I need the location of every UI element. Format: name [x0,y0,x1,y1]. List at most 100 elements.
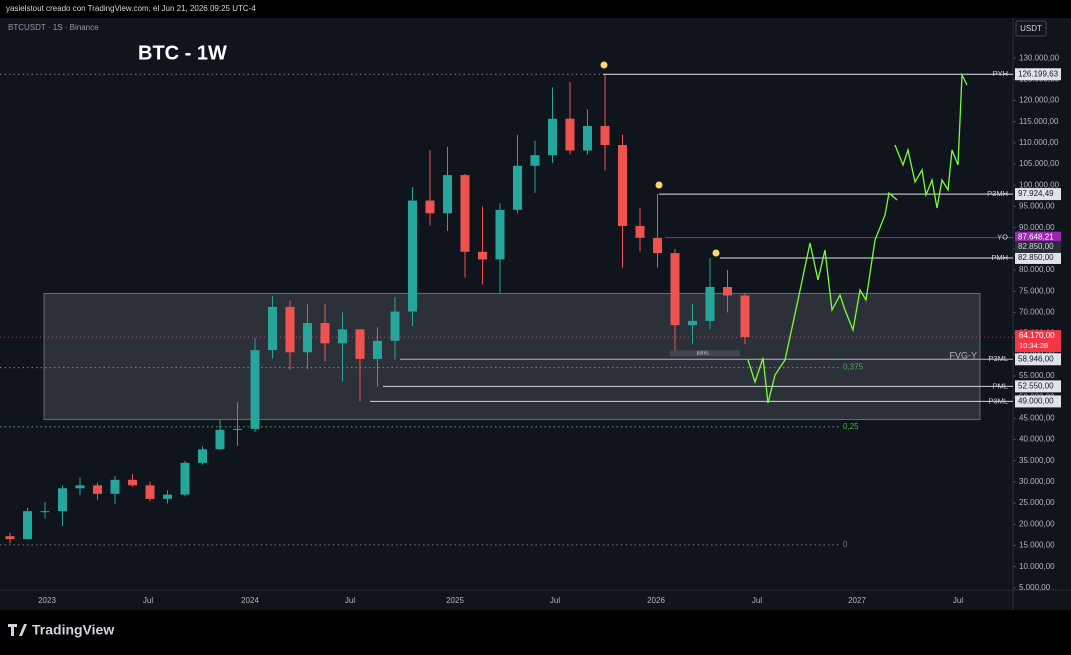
y-tick-label: 95.000,00 [1019,202,1055,211]
x-tick-label: Jul [953,596,963,605]
level-price: 97.924,49 [1018,189,1054,198]
y-tick-label: 30.000,00 [1019,477,1055,486]
candle-body [250,350,260,429]
candle-body [460,175,470,252]
fib-label: 0 [843,540,848,549]
credit: yasielstout creado con TradingView.com, … [6,4,256,13]
level-name: PYH [993,69,1008,78]
candle-body [58,488,67,512]
candle-body [285,306,295,353]
candle-body [215,429,225,450]
level-price-box [1015,231,1061,244]
y-tick-label: 100.000,00 [1019,180,1060,189]
level-price-box [1015,251,1061,264]
x-tick-label: 2023 [38,596,56,605]
x-tick-label: Jul [143,596,153,605]
zone-label: FVG-Y [949,351,977,361]
y-tick-label: 110.000,00 [1019,138,1059,147]
bulb-icons [600,61,720,257]
candle-body [583,125,592,151]
fvg-zone [43,292,981,421]
candle-body [5,536,15,540]
minor-label-box [670,350,740,357]
candle-body [373,340,382,360]
candle-body [495,209,505,260]
candle-body [688,320,697,326]
chart-title: BTC - 1W [138,42,227,64]
level-price-box [1015,380,1061,393]
candle-body [75,485,85,489]
level-price: 126.199,63 [1018,69,1059,78]
x-tick-label: Jul [345,596,355,605]
y-tick-label: 130.000,00 [1019,53,1060,62]
projection-path [747,72,968,404]
candle-body [23,511,32,540]
x-tick-label: Jul [550,596,560,605]
level-price-box [1015,68,1061,81]
y-tick-label: 20.000,00 [1019,519,1055,528]
x-tick-label: 2026 [647,596,665,605]
level-name: P3ML [988,354,1008,363]
level-price-box [1015,353,1061,366]
currency-box[interactable] [1015,20,1047,37]
currency[interactable]: USDT [1020,24,1042,33]
candle-body [93,485,102,494]
level-price-box [1015,188,1061,201]
fib-label: 0,375 [843,363,864,372]
level-name: PMH [991,253,1008,262]
level-price: 58.946,00 [1018,354,1054,363]
y-tick-label: 75.000,00 [1019,286,1055,295]
candle-body [408,200,417,312]
level-name: P3MH [987,189,1008,198]
candle-body [565,118,575,151]
x-tick-label: Jul [752,596,762,605]
x-tick-label: 2025 [446,596,464,605]
extra-price-box [1015,240,1061,253]
level-name: P3ML [988,396,1008,405]
brand: TradingView [32,622,114,638]
candle-body [163,494,172,499]
candle-body [268,306,277,351]
level-price: 82.850,00 [1018,253,1054,262]
y-tick-label: 10.000,00 [1019,562,1055,571]
candle-body [145,485,155,499]
y-tick-label: 70.000,00 [1019,308,1055,317]
candle-body [303,323,312,353]
extra-price: 82.850,00 [1018,242,1054,251]
y-tick-label: 90.000,00 [1019,223,1055,232]
symbol: BTCUSDT · 1S · Binance [8,23,99,32]
level-name: YO [997,233,1008,242]
y-tick-label: 5.000,00 [1019,583,1051,592]
candle-body [670,253,680,326]
candle-body [233,428,242,430]
x-tick-label: 2024 [241,596,259,605]
y-tick-label: 35.000,00 [1019,456,1055,465]
candle-body [478,251,487,260]
candle-body [723,286,732,296]
candle-body [425,200,435,214]
level-price: 52.550,00 [1018,381,1054,390]
last-price-box [1015,330,1061,353]
candle-body [548,118,557,156]
candle-body [513,165,522,210]
candle-body [705,286,715,321]
candle-body [390,311,400,341]
y-tick-label: 80.000,00 [1019,265,1055,274]
candle-body [338,329,347,344]
candle-body [320,323,330,344]
y-tick-label: 45.000,00 [1019,413,1055,422]
y-tick-label: 120.000,00 [1019,96,1060,105]
countdown: 10:34:28 [1019,341,1048,350]
fib-label: 0,25 [843,422,859,431]
last-price: 64.170,00 [1019,331,1055,340]
candle-body [740,295,750,338]
level-price-box [1015,395,1061,408]
candle-body [355,329,365,360]
y-tick-label: 15.000,00 [1019,541,1055,550]
minor-label: p3mL [697,351,710,357]
y-tick-label: 105.000,00 [1019,159,1060,168]
y-tick-label: 25.000,00 [1019,498,1055,507]
candle-body [198,449,207,463]
candle-body [530,155,540,166]
